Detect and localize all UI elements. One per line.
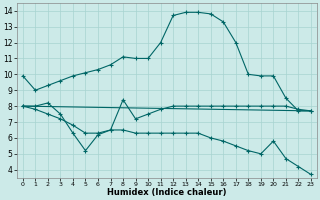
X-axis label: Humidex (Indice chaleur): Humidex (Indice chaleur) [107, 188, 227, 197]
